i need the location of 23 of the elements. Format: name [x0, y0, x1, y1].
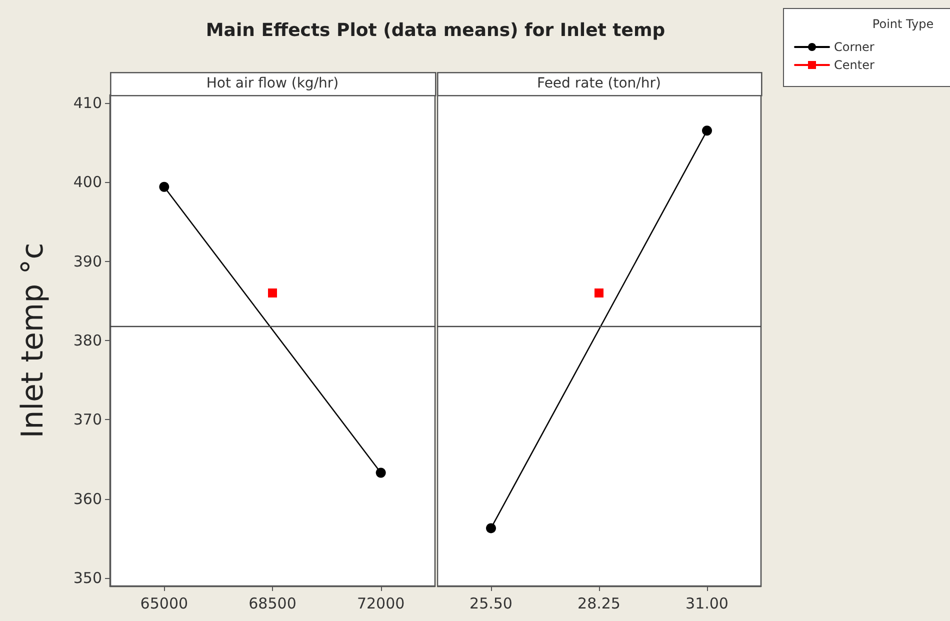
y-tick-label: 370 [73, 410, 102, 429]
chart-subtitle: Hot air flow (kg/hr) [206, 76, 339, 92]
chart-subtitle: Feed rate (ton/hr) [537, 76, 661, 92]
x-tick-label: 65000 [140, 594, 188, 612]
y-tick-label: 350 [73, 569, 102, 588]
x-tick-label: 31.00 [686, 594, 728, 612]
legend-title: Point Type [872, 17, 934, 31]
legend-label: Center [834, 58, 874, 72]
x-tick-label: 25.50 [470, 594, 512, 612]
chart-title: Main Effects Plot (data means) for Inlet temp [204, 20, 666, 41]
legend-label: Corner [834, 40, 874, 54]
x-tick-label: 28.25 [578, 594, 620, 612]
x-tick-label: 68500 [248, 594, 296, 612]
x-tick-label: 72000 [356, 594, 405, 612]
y-axis-title: Inlet temp °c [16, 242, 50, 438]
y-tick-label: 360 [73, 490, 102, 508]
point [159, 182, 170, 192]
point [376, 468, 386, 478]
y-tick-label: 390 [73, 252, 102, 270]
y-tick-label: 410 [73, 94, 102, 112]
y-tick-label: 380 [73, 332, 102, 350]
point [268, 288, 277, 298]
y-tick-label: 400 [73, 173, 102, 192]
